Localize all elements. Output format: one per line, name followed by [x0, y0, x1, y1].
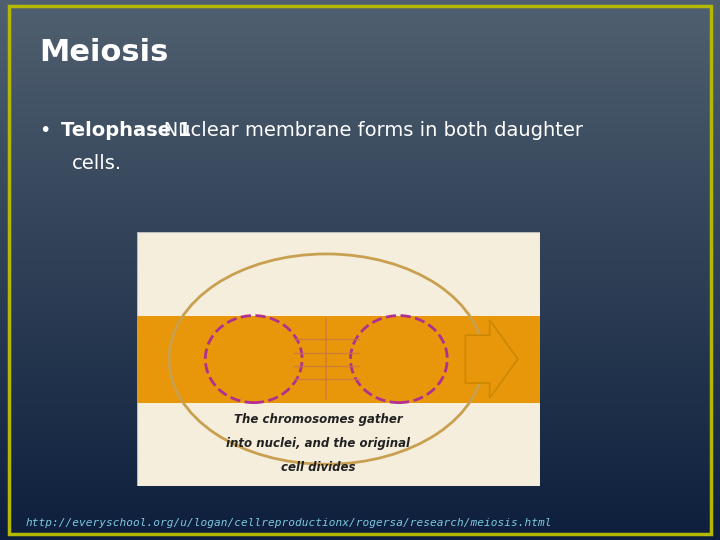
Text: Telophase 1: Telophase 1: [61, 122, 192, 140]
Bar: [137, 315, 540, 403]
Text: : Nuclear membrane forms in both daughter: : Nuclear membrane forms in both daughte…: [151, 122, 583, 140]
Text: cell divides: cell divides: [281, 461, 356, 474]
Text: cells.: cells.: [72, 154, 122, 173]
FancyArrow shape: [465, 320, 518, 399]
Text: •: •: [40, 122, 51, 140]
Text: Meiosis: Meiosis: [40, 38, 169, 67]
Text: The chromosomes gather: The chromosomes gather: [234, 414, 402, 427]
Text: into nuclei, and the original: into nuclei, and the original: [226, 437, 410, 450]
Text: http://everyschool.org/u/logan/cellreproductionx/rogersa/research/meiosis.html: http://everyschool.org/u/logan/cellrepro…: [25, 518, 552, 528]
